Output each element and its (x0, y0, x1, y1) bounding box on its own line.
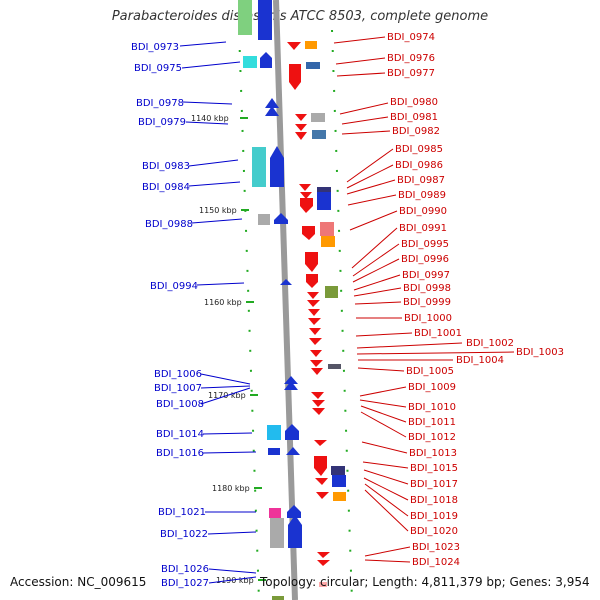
gene-label[interactable]: BDI_0998 (403, 283, 451, 294)
gene-label[interactable]: BDI_1024 (412, 557, 460, 568)
gene-label[interactable]: BDI_1009 (408, 382, 456, 393)
gene-label[interactable]: BDI_0982 (392, 126, 440, 137)
gene-label[interactable]: BDI_0979 (138, 117, 186, 128)
gene-label[interactable]: BDI_1019 (410, 511, 458, 522)
accession-text: Accession: NC_009615 (10, 575, 147, 589)
kbp-label: 1190 kbp (216, 576, 254, 585)
gene-label[interactable]: BDI_1026 (161, 564, 209, 575)
gene-label[interactable]: BDI_1022 (160, 529, 208, 540)
kbp-label: 1180 kbp (212, 484, 250, 493)
gene-label[interactable]: BDI_1010 (408, 402, 456, 413)
gene-label[interactable]: BDI_1006 (154, 369, 202, 380)
gene-label[interactable]: BDI_1000 (404, 313, 452, 324)
reverse-gene-shapes (287, 41, 346, 587)
gene-label[interactable]: BDI_0994 (150, 281, 198, 292)
gene-label[interactable]: BDI_0986 (395, 160, 443, 171)
guide-dots-right (331, 29, 353, 600)
kbp-label: 1160 kbp (204, 298, 242, 307)
left-leader-lines (179, 41, 257, 584)
forward-gene-shapes (238, 0, 302, 600)
genome-title: Parabacteroides distasonis ATCC 8503, co… (111, 9, 489, 24)
gene-label[interactable]: BDI_1012 (408, 432, 456, 443)
gene-label[interactable]: BDI_1016 (156, 448, 204, 459)
gene-label[interactable]: BDI_0978 (136, 98, 184, 109)
right-leader-lines (333, 36, 515, 563)
gene-label[interactable]: BDI_1013 (409, 448, 457, 459)
gene-label[interactable]: BDI_1008 (156, 399, 204, 410)
gene-label[interactable]: BDI_0977 (387, 68, 435, 79)
gene-label[interactable]: BDI_0989 (398, 190, 446, 201)
gene-label[interactable]: BDI_0981 (390, 112, 438, 123)
gene-label[interactable]: BDI_0987 (397, 175, 445, 186)
gene-label[interactable]: BDI_0995 (401, 239, 449, 250)
gene-label[interactable]: BDI_0985 (395, 144, 443, 155)
left-gene-labels: BDI_0973 BDI_0975 BDI_0978 BDI_0979 BDI_… (131, 42, 209, 589)
kbp-label: 1140 kbp (191, 114, 229, 123)
right-gene-labels: BDI_0974 BDI_0976 BDI_0977 BDI_0980 BDI_… (387, 32, 564, 568)
gene-label[interactable]: BDI_0990 (399, 206, 447, 217)
gene-label[interactable]: BDI_0975 (134, 63, 182, 74)
gene-label[interactable]: BDI_1027 (161, 578, 209, 589)
gene-label[interactable]: BDI_1023 (412, 542, 460, 553)
kbp-label: 1150 kbp (199, 206, 237, 215)
gene-label[interactable]: BDI_1001 (414, 328, 462, 339)
topology-text: Topology: circular; Length: 4,811,379 bp… (260, 575, 590, 589)
gene-label[interactable]: BDI_0999 (403, 297, 451, 308)
gene-label[interactable]: BDI_1011 (408, 417, 456, 428)
gene-label[interactable]: BDI_1018 (410, 495, 458, 506)
gene-label[interactable]: BDI_0976 (387, 53, 435, 64)
gene-label[interactable]: BDI_0973 (131, 42, 179, 53)
gene-label[interactable]: BDI_0974 (387, 32, 435, 43)
gene-label[interactable]: BDI_1015 (410, 463, 458, 474)
gene-label[interactable]: BDI_1020 (410, 526, 458, 537)
gene-label[interactable]: BDI_0996 (401, 254, 449, 265)
gene-label[interactable]: BDI_0980 (390, 97, 438, 108)
gene-label[interactable]: BDI_1007 (154, 383, 202, 394)
gene-label[interactable]: BDI_0983 (142, 161, 190, 172)
gene-label[interactable]: BDI_1003 (516, 347, 564, 358)
gene-label[interactable]: BDI_1017 (410, 479, 458, 490)
gene-label[interactable]: BDI_1014 (156, 429, 204, 440)
gene-label[interactable]: BDI_1004 (456, 355, 504, 366)
gene-label[interactable]: BDI_0991 (399, 223, 447, 234)
gene-label[interactable]: BDI_1005 (406, 366, 454, 377)
guide-dots-left (238, 29, 260, 600)
gene-label[interactable]: BDI_0997 (402, 270, 450, 281)
gene-label[interactable]: BDI_1021 (158, 507, 206, 518)
gene-label[interactable]: BDI_0984 (142, 182, 190, 193)
gene-label[interactable]: BDI_0988 (145, 219, 193, 230)
gene-label[interactable]: BDI_1002 (466, 338, 514, 349)
genome-backbone (273, 0, 298, 600)
